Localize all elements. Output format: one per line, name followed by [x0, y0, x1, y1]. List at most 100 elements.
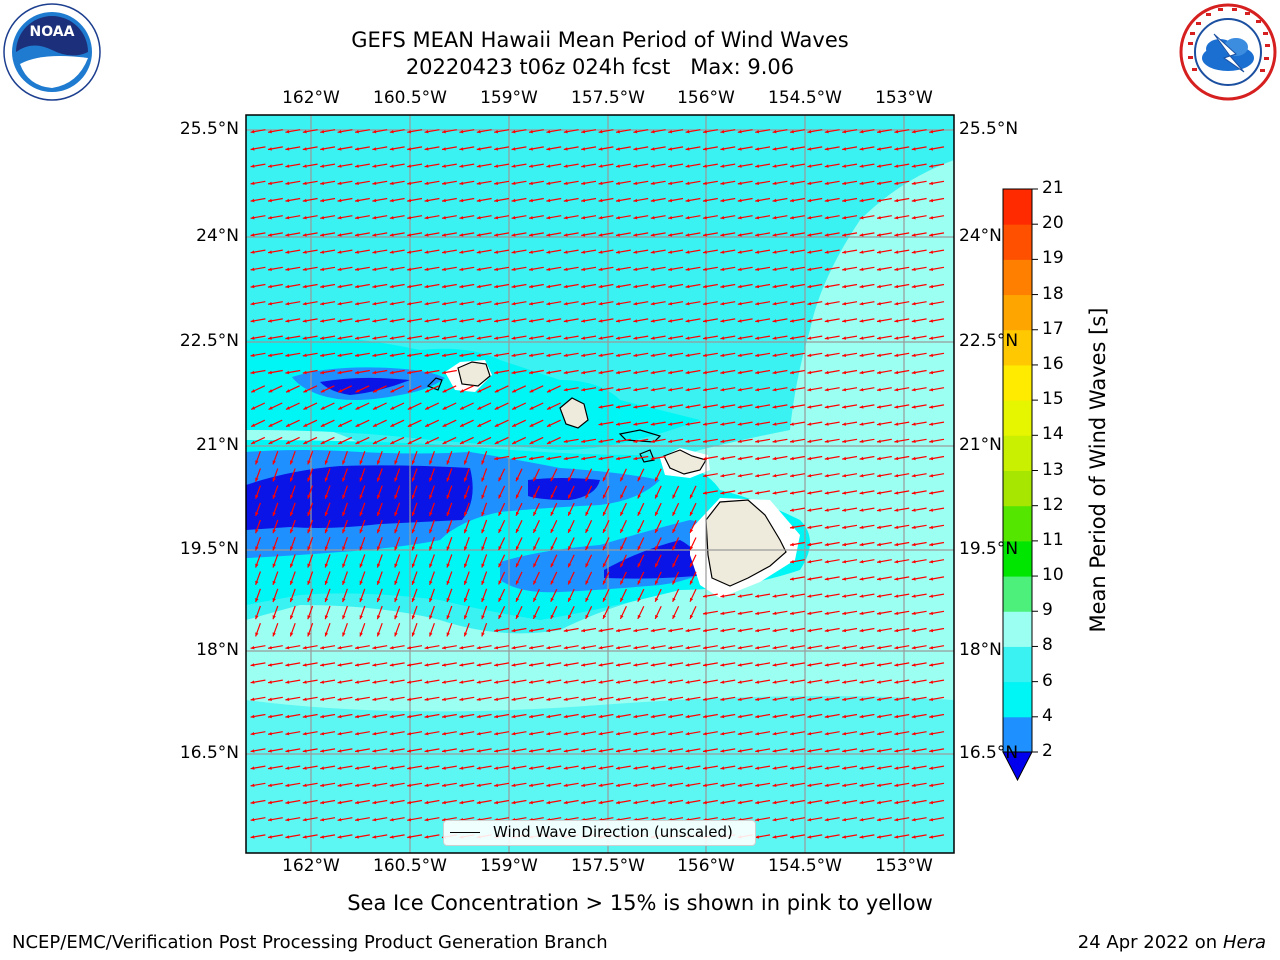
direction-arrow: [859, 335, 875, 340]
direction-arrow: [876, 232, 892, 237]
direction-arrow: [859, 507, 875, 512]
direction-arrow: [894, 215, 910, 220]
direction-arrow: [615, 283, 631, 289]
direction-arrow: [685, 799, 701, 805]
direction-arrow: [250, 436, 266, 445]
direction-arrow: [342, 622, 348, 637]
direction-arrow: [702, 369, 718, 375]
direction-arrow: [650, 731, 666, 736]
direction-arrow: [272, 519, 279, 534]
direction-arrow: [720, 352, 736, 357]
colorbar-segment: [1003, 716, 1032, 753]
colorbar-segment: [1003, 224, 1032, 260]
colorbar-tick-label: 9: [1042, 600, 1053, 621]
direction-arrow: [459, 352, 475, 357]
direction-arrow: [637, 520, 645, 534]
direction-arrow: [498, 554, 506, 568]
direction-arrow: [494, 163, 510, 168]
lon-label-bottom: 162°W: [282, 856, 340, 876]
direction-arrow: [876, 266, 892, 271]
direction-arrow: [876, 490, 892, 495]
direction-arrow: [354, 163, 370, 168]
direction-arrow: [446, 588, 453, 603]
direction-arrow: [619, 468, 627, 482]
direction-arrow: [789, 645, 805, 650]
direction-arrow: [376, 502, 383, 517]
direction-arrow: [755, 834, 771, 839]
direction-arrow: [876, 421, 892, 426]
direction-arrow: [302, 283, 318, 289]
direction-arrow: [354, 232, 370, 237]
direction-arrow: [267, 163, 283, 168]
direction-arrow: [911, 369, 927, 375]
direction-arrow: [441, 232, 457, 237]
direction-arrow: [650, 438, 666, 443]
direction-arrow: [737, 679, 753, 684]
direction-arrow: [528, 197, 544, 203]
direction-arrow: [285, 249, 301, 254]
direction-arrow: [563, 180, 579, 185]
direction-arrow: [615, 232, 631, 237]
direction-arrow: [876, 387, 892, 392]
direction-arrow: [876, 146, 892, 151]
direction-arrow: [668, 387, 684, 392]
colorbar-tick-label: 19: [1042, 248, 1064, 269]
lon-label-top: 157.5°W: [571, 88, 645, 108]
direction-arrow: [929, 283, 945, 289]
direction-arrow: [476, 679, 492, 684]
direction-arrow: [650, 404, 666, 409]
direction-arrow: [876, 438, 892, 443]
direction-arrow: [720, 197, 736, 203]
direction-arrow: [911, 163, 927, 168]
direction-arrow: [894, 559, 910, 564]
direction-arrow: [528, 352, 544, 357]
direction-arrow: [429, 536, 435, 551]
direction-arrow: [824, 593, 840, 598]
direction-arrow: [546, 385, 561, 393]
direction-arrow: [546, 249, 562, 254]
direction-arrow: [250, 301, 266, 306]
direction-arrow: [859, 215, 875, 220]
direction-arrow: [894, 369, 910, 375]
direction-arrow: [441, 369, 457, 375]
direction-arrow: [668, 765, 684, 770]
direction-arrow: [285, 765, 301, 770]
direction-arrow: [459, 215, 475, 220]
direction-arrow: [702, 455, 718, 461]
direction-arrow: [807, 593, 823, 598]
direction-arrow: [567, 485, 575, 499]
direction-arrow: [324, 588, 331, 603]
direction-arrow: [459, 782, 475, 787]
direction-arrow: [354, 662, 370, 667]
direction-arrow: [250, 679, 266, 684]
direction-arrow: [859, 713, 875, 719]
direction-arrow: [424, 765, 440, 770]
direction-arrow: [459, 266, 475, 271]
run-date: 24 Apr 2022 on Hera: [1078, 932, 1266, 953]
direction-arrow: [633, 129, 649, 134]
direction-arrow: [424, 696, 440, 701]
direction-arrow: [824, 232, 840, 237]
direction-arrow: [807, 782, 823, 787]
direction-arrow: [737, 731, 753, 736]
direction-arrow: [929, 318, 945, 323]
direction-arrow: [842, 146, 858, 151]
direction-arrow: [755, 455, 771, 461]
direction-arrow: [302, 713, 318, 719]
direction-arrow: [390, 402, 405, 410]
direction-arrow: [702, 627, 718, 633]
direction-arrow: [668, 301, 684, 306]
direction-arrow: [372, 696, 388, 701]
direction-arrow: [911, 679, 927, 684]
direction-arrow: [302, 662, 318, 667]
direction-arrow: [320, 163, 336, 168]
direction-arrow: [463, 571, 470, 586]
colorbar-segment: [1003, 505, 1032, 542]
lat-label-left: 22.5°N: [179, 331, 239, 351]
colorbar-tick-label: 16: [1042, 353, 1064, 374]
direction-arrow: [320, 436, 335, 445]
run-host: Hera: [1222, 932, 1266, 953]
direction-arrow: [389, 301, 405, 306]
direction-arrow: [807, 215, 823, 220]
direction-arrow: [285, 731, 301, 736]
